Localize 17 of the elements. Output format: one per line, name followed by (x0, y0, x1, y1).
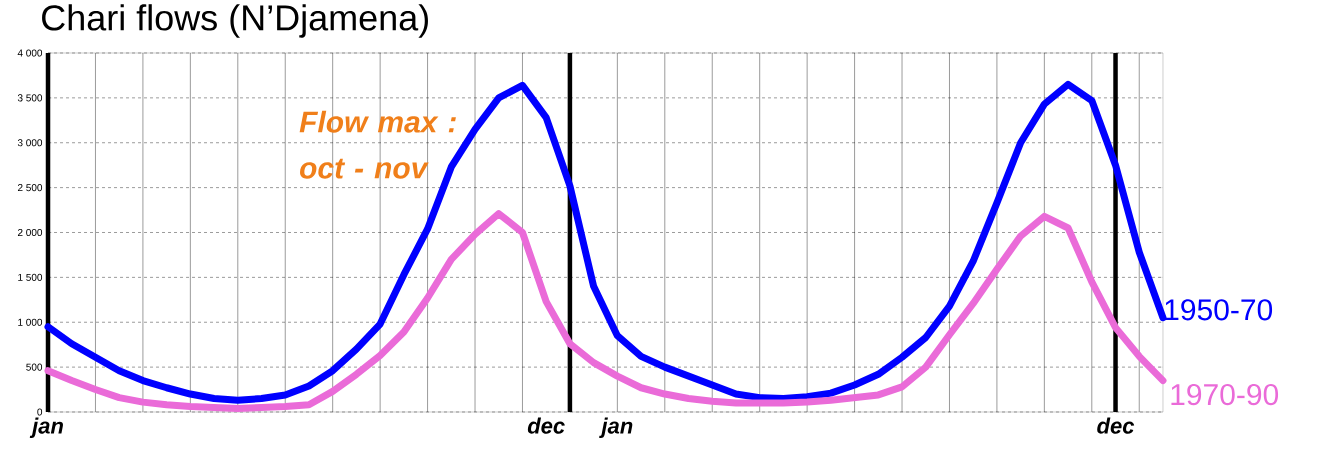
x-tick-label: dec (527, 417, 565, 434)
y-tick-label: 1 500 (18, 273, 43, 281)
x-tick-label: jan (599, 417, 633, 439)
y-tick-label: 1 000 (18, 318, 43, 326)
y-tick-label: 500 (26, 363, 43, 371)
y-tick-label: 3 000 (17, 139, 43, 147)
x-tick-label: jan (29, 417, 63, 439)
x-tick-label: dec (1097, 417, 1135, 434)
series-label: 1970-90 (1171, 383, 1279, 406)
series-label: 1950-70 (1165, 299, 1273, 321)
y-tick-label: 2 500 (17, 184, 43, 192)
y-tick-label: 2 000 (17, 228, 43, 237)
y-tick-label: 3 500 (17, 94, 43, 102)
y-tick-label: 0 (37, 408, 43, 416)
annotation: Flow max : oct - nov (299, 110, 456, 179)
chart-title: Chari flows (N’Djamena) (42, 4, 428, 38)
y-tick-label: 4 000 (17, 49, 43, 57)
